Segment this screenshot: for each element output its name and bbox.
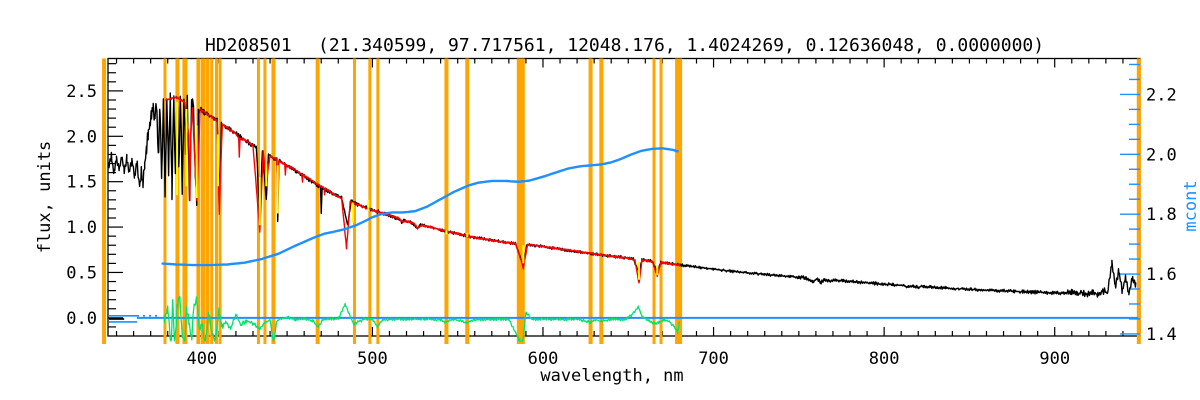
y-left-tick-label: 1.5 (66, 173, 97, 193)
x-tick-label: 700 (698, 349, 729, 369)
masked-region-lines (102, 58, 1141, 344)
y-axis-right-label: mcont (1181, 180, 1200, 231)
plot-title-star: HD208501 (205, 35, 292, 56)
y-left-tick-label: 2.5 (66, 82, 97, 102)
x-tick-label: 800 (869, 349, 900, 369)
x-axis-label: wavelength, nm (540, 366, 683, 386)
axes-frame-and-ticks: 400 500 600 700 800 900 0.0 0.5 1.0 1.5 2.0 2.5 (66, 57, 1141, 369)
model-mask-marks (176, 101, 659, 280)
fitted-spectrum (165, 95, 681, 284)
right-axis-ticks: 1.4 1.6 1.8 2.0 2.2 (1120, 63, 1177, 345)
y-left-tick-label: 0.0 (66, 309, 97, 329)
x-tick-label: 500 (357, 349, 388, 369)
mcont (161, 147, 679, 267)
plot-area: 400 500 600 700 800 9000.00.51.01.52.02.51.41… (66, 57, 1177, 369)
y-right-tick-label: 1.8 (1146, 205, 1177, 225)
x-tick-label: 900 (1039, 349, 1070, 369)
curves (108, 92, 1137, 342)
residual (163, 295, 681, 342)
y-right-tick-label: 2.0 (1146, 145, 1177, 165)
y-axis-left-label: flux, units (35, 141, 55, 254)
x-tick-label: 600 (528, 349, 559, 369)
observed-spectrum (108, 92, 1137, 298)
y-right-tick-label: 2.2 (1146, 85, 1177, 105)
y-left-tick-label: 0.5 (66, 263, 97, 283)
y-left-tick-label: 1.0 (66, 218, 97, 238)
plot-title-params: (21.340599, 97.717561, 12048.176, 1.4024… (318, 35, 1044, 56)
x-tick-label: 400 (186, 349, 217, 369)
y-right-tick-label: 1.4 (1146, 325, 1177, 345)
y-right-tick-label: 1.6 (1146, 265, 1177, 285)
y-left-tick-label: 2.0 (66, 127, 97, 147)
